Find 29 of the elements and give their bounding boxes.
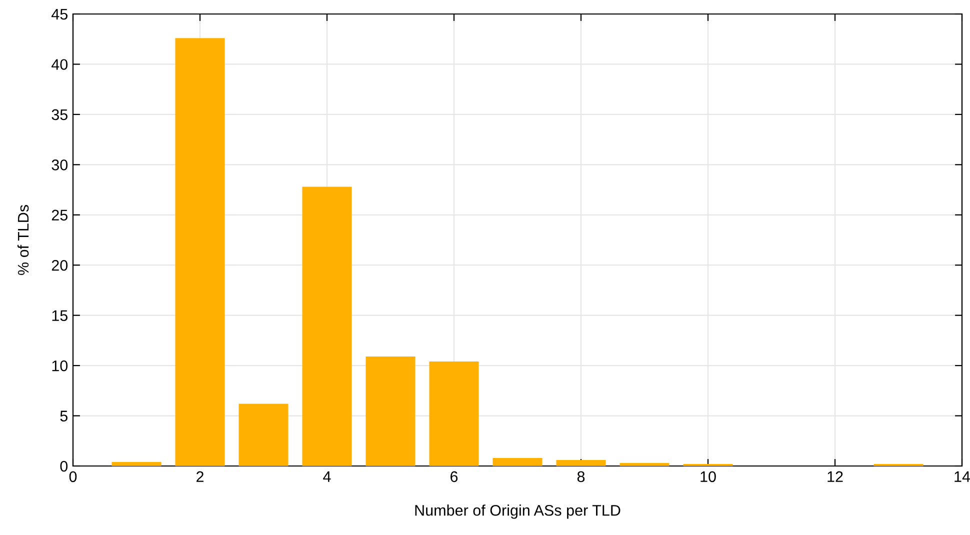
x-tick-label: 6 [450, 471, 458, 482]
bar [366, 356, 416, 466]
x-tick-label: 14 [954, 471, 970, 482]
y-tick-label: 20 [52, 260, 68, 271]
y-tick-label: 30 [52, 160, 68, 170]
y-tick-label: 5 [60, 410, 68, 422]
bar [175, 38, 225, 466]
bar [238, 404, 288, 466]
y-tick-label: 10 [52, 360, 68, 372]
y-tick-label: 45 [52, 9, 68, 20]
y-tick-label: 15 [52, 310, 68, 322]
bar [492, 458, 542, 466]
x-tick-label: 12 [828, 471, 843, 482]
y-tick-label: 40 [52, 59, 68, 70]
bar [302, 186, 352, 466]
y-axis-title: % of TLDs [17, 205, 29, 275]
y-tick-label: 35 [52, 109, 68, 120]
bar [429, 362, 479, 466]
y-tick-label: 25 [52, 210, 68, 221]
bar [556, 460, 606, 466]
bar [112, 462, 162, 466]
x-axis-title: Number of Origin ASs per TLD [415, 504, 620, 519]
x-tick-label: 8 [577, 471, 585, 482]
x-tick-label: 10 [700, 471, 716, 482]
x-tick-label: 4 [323, 471, 331, 482]
x-tick-label: 2 [196, 471, 204, 482]
bar [620, 462, 670, 466]
y-tick-label: 0 [60, 460, 68, 472]
x-tick-label: 0 [69, 471, 77, 482]
